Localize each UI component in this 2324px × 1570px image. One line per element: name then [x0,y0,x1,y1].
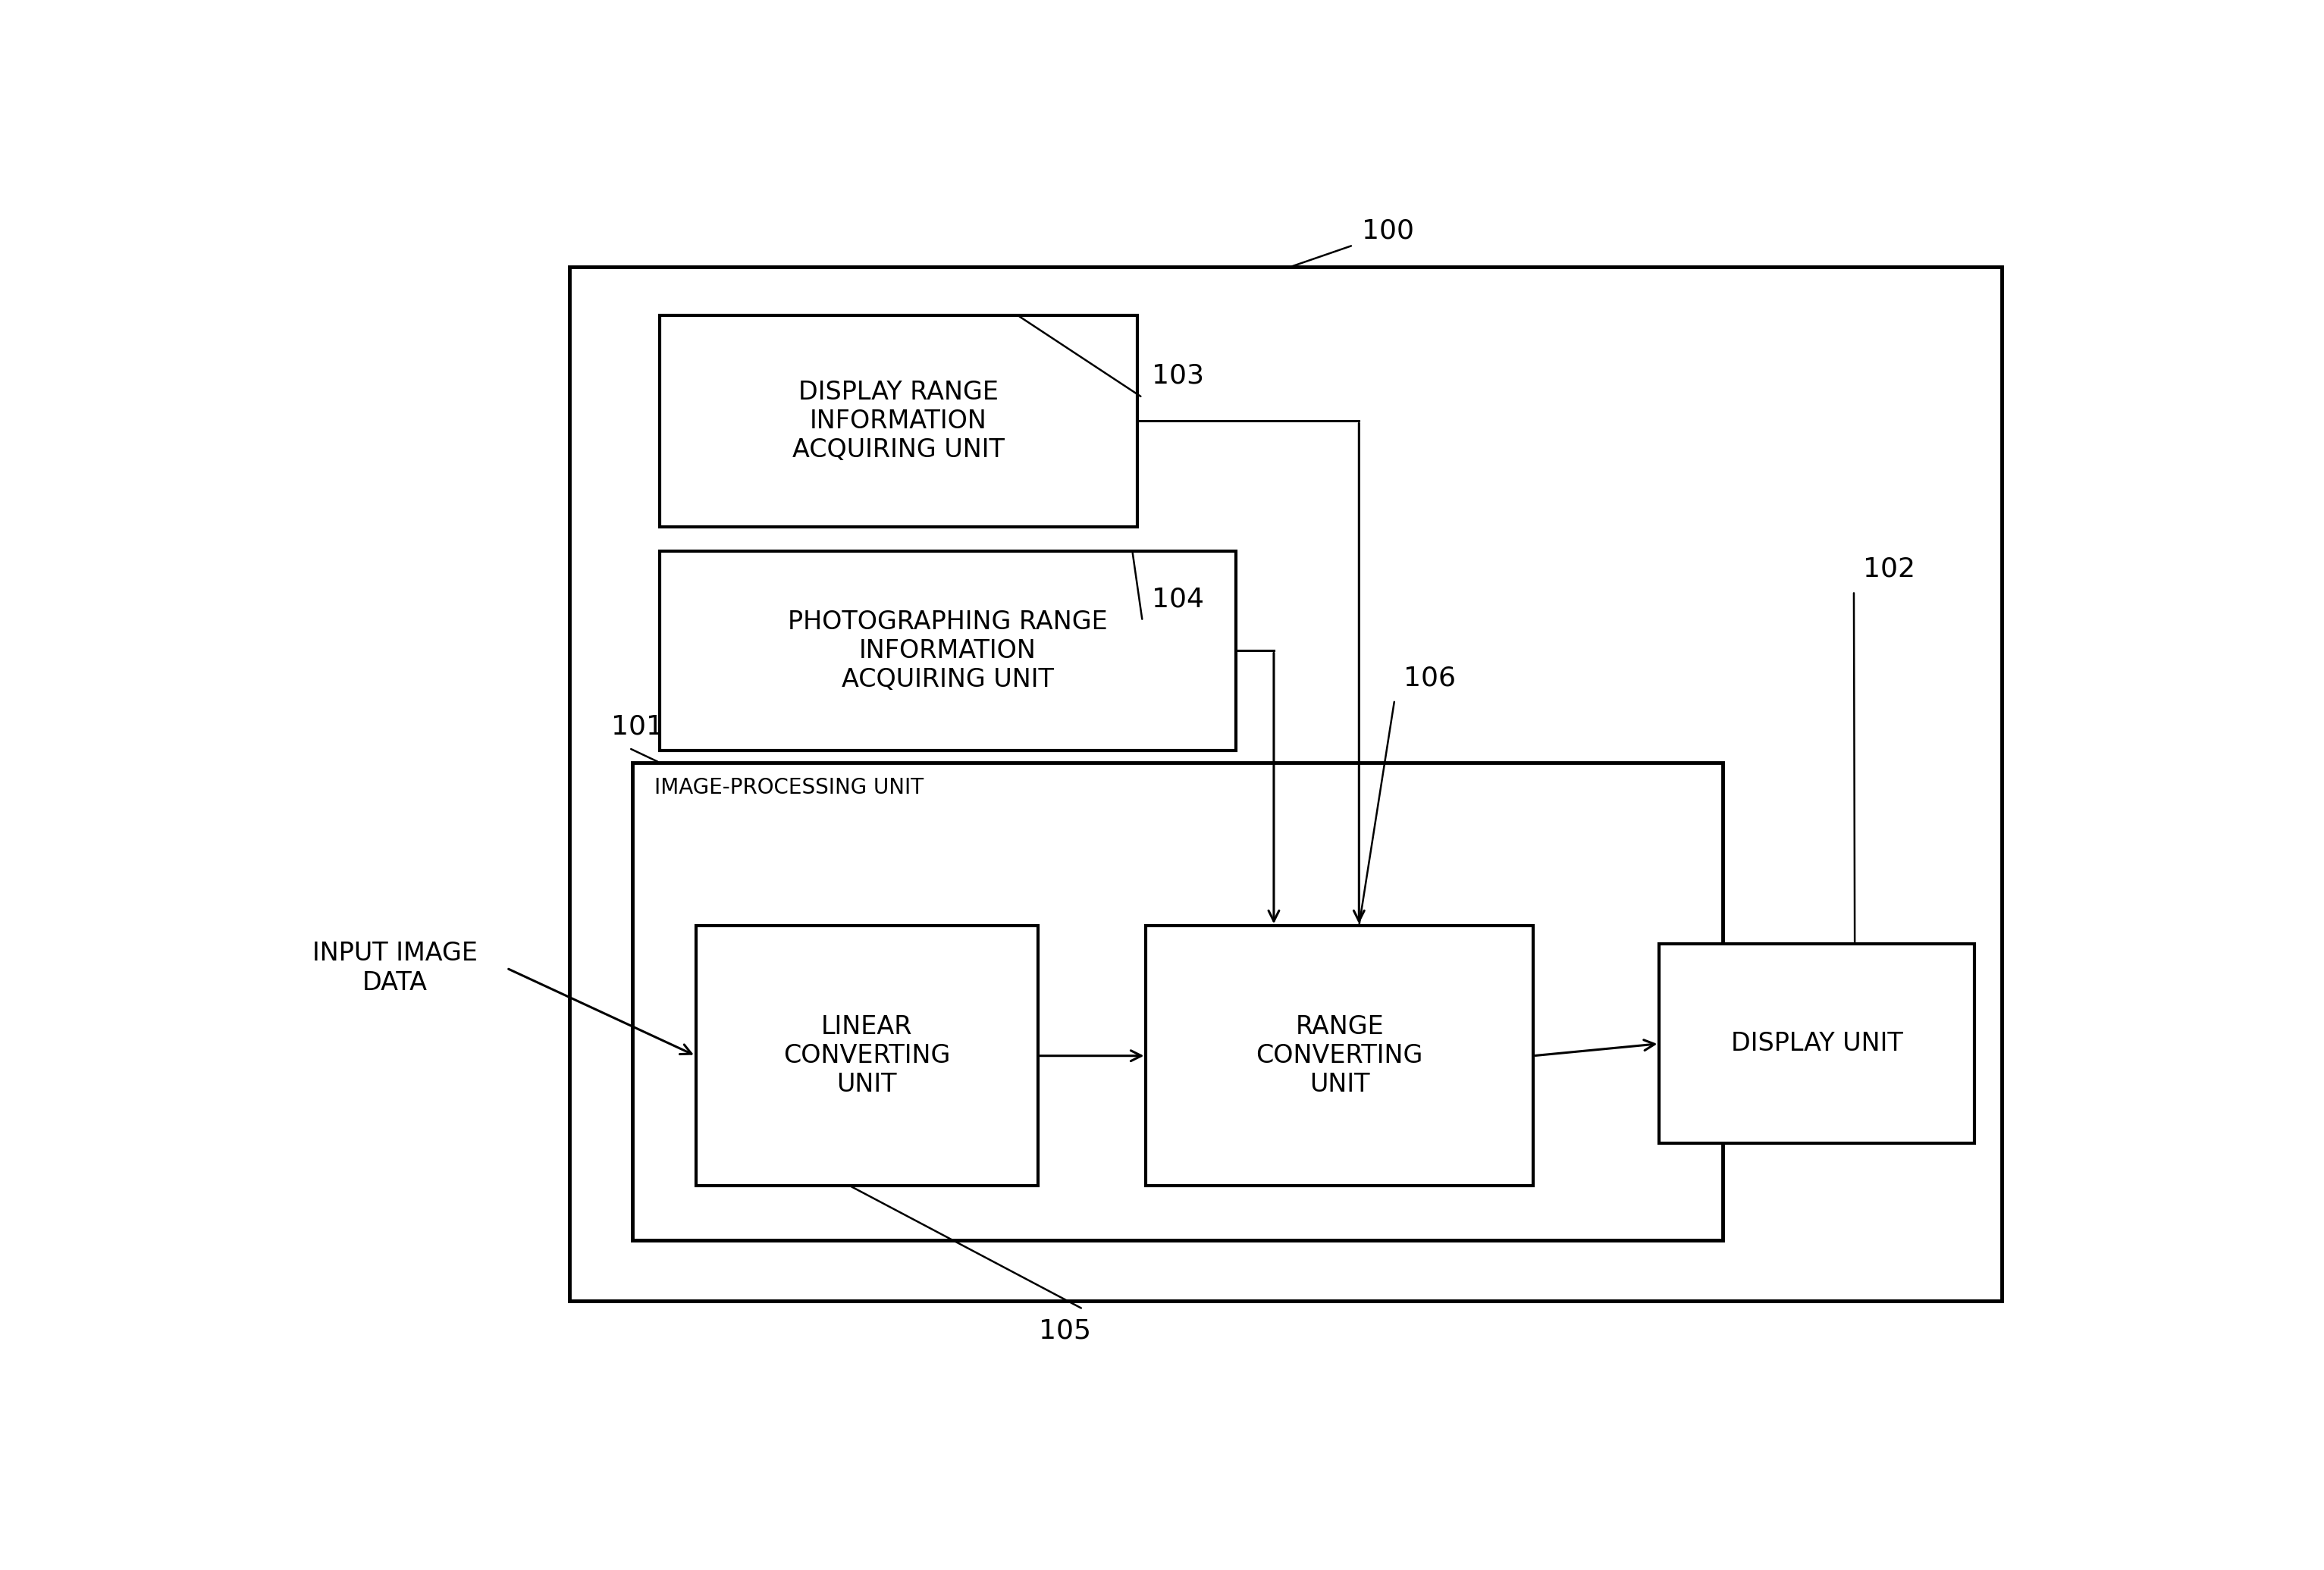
Text: INPUT IMAGE
DATA: INPUT IMAGE DATA [311,940,479,995]
Bar [1659,944,1975,1143]
Text: DISPLAY RANGE
INFORMATION
ACQUIRING UNIT: DISPLAY RANGE INFORMATION ACQUIRING UNIT [792,380,1004,463]
Text: 101: 101 [611,713,662,739]
Bar [660,316,1136,528]
Text: 105: 105 [1039,1317,1092,1344]
Text: DISPLAY UNIT: DISPLAY UNIT [1731,1031,1903,1057]
Text: 100: 100 [1362,218,1415,243]
Text: LINEAR
CONVERTING
UNIT: LINEAR CONVERTING UNIT [783,1014,951,1097]
Text: 102: 102 [1864,556,1915,582]
Text: 106: 106 [1404,666,1455,691]
Bar [569,267,2001,1300]
Text: RANGE
CONVERTING
UNIT: RANGE CONVERTING UNIT [1255,1014,1422,1097]
Text: 104: 104 [1150,587,1204,612]
Bar [695,926,1039,1185]
Bar [660,551,1236,750]
Text: IMAGE-PROCESSING UNIT: IMAGE-PROCESSING UNIT [655,777,923,799]
Text: 103: 103 [1150,363,1204,389]
Bar [632,763,1722,1240]
Text: PHOTOGRAPHING RANGE
INFORMATION
ACQUIRING UNIT: PHOTOGRAPHING RANGE INFORMATION ACQUIRIN… [788,609,1109,692]
Bar [1146,926,1534,1185]
